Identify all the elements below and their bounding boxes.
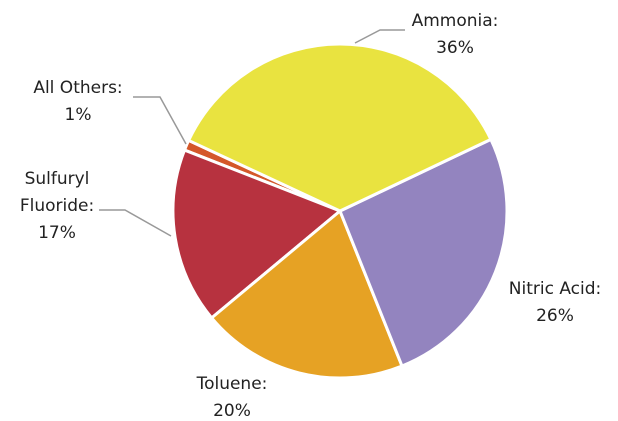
leader-lines xyxy=(99,29,405,237)
category-label: Ammonia: xyxy=(411,11,499,31)
pie-slice xyxy=(210,209,404,380)
pie-slice xyxy=(187,42,493,213)
category-label: Sulfuryl Fluoride: xyxy=(19,169,95,216)
leader-line xyxy=(133,96,187,145)
value-label: 26% xyxy=(536,306,574,326)
leader-line xyxy=(99,209,172,237)
leader-line xyxy=(354,29,405,44)
category-label: Nitric Acid: xyxy=(508,279,602,299)
pie-slice xyxy=(338,137,509,368)
slice-label: Sulfuryl Fluoride: 17% xyxy=(12,166,102,247)
slice-label: All Others: 1% xyxy=(13,75,143,129)
slice-label: Nitric Acid: 26% xyxy=(485,276,618,330)
value-label: 20% xyxy=(213,401,251,421)
slice-label: Ammonia: 36% xyxy=(385,8,525,62)
value-label: 1% xyxy=(64,105,92,125)
value-label: 17% xyxy=(38,223,76,243)
pie-slice xyxy=(171,148,342,320)
value-label: 36% xyxy=(436,38,474,58)
category-label: Toluene: xyxy=(196,374,268,394)
slice-label: Toluene: 20% xyxy=(172,371,292,421)
category-label: All Others: xyxy=(33,78,123,98)
